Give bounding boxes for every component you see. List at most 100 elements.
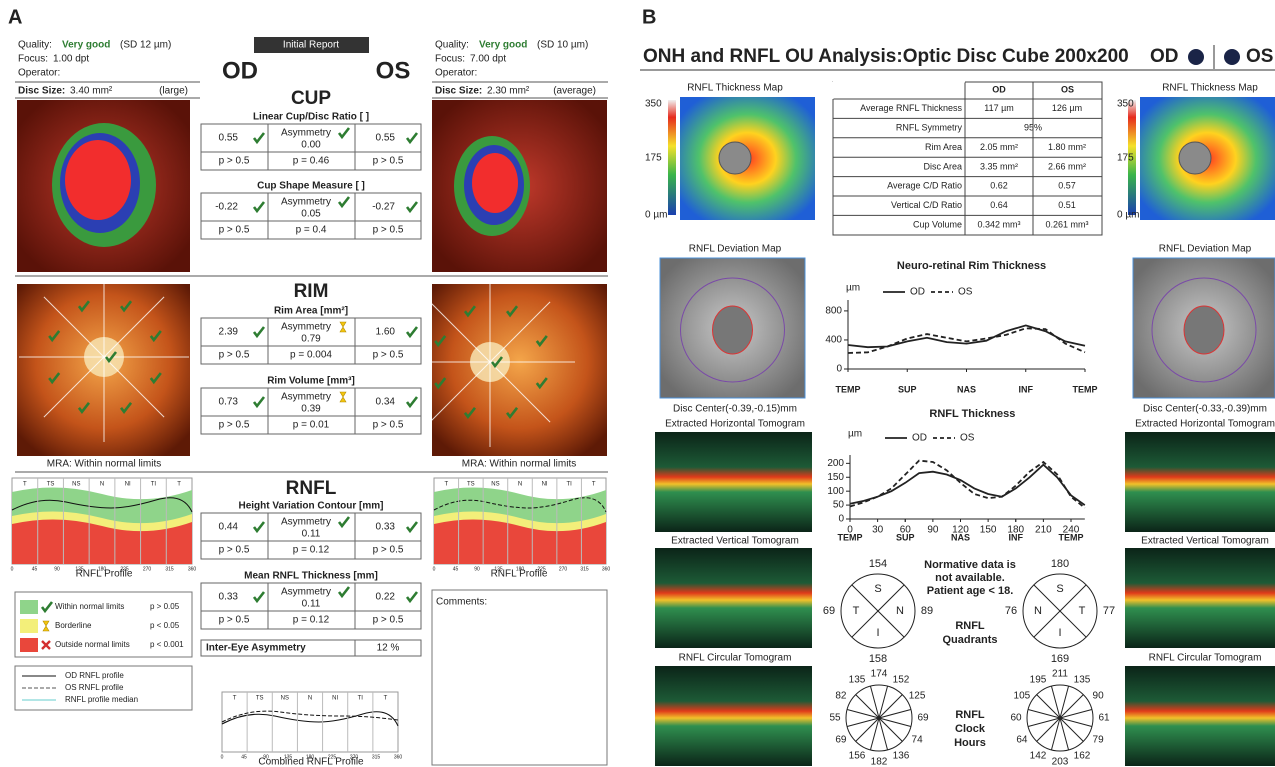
check-icon bbox=[405, 521, 419, 534]
check-icon bbox=[252, 326, 266, 339]
x-tick-label: 315 bbox=[165, 566, 174, 572]
profile-curve bbox=[221, 710, 399, 723]
label: Quality: bbox=[435, 40, 469, 51]
p-value: p = 0.004 bbox=[290, 350, 332, 361]
value: 0.39 bbox=[301, 404, 321, 415]
sector-label: T bbox=[233, 696, 237, 702]
cup-overlay bbox=[472, 153, 518, 213]
clock-value: 105 bbox=[1014, 691, 1031, 702]
report-title: ONH and RNFL OU Analysis:Optic Disc Cube… bbox=[643, 46, 1129, 67]
axis-label: µm bbox=[846, 283, 860, 294]
value: 0.55 bbox=[376, 133, 396, 144]
x-tick-label: 240 bbox=[1063, 525, 1080, 536]
check-icon bbox=[40, 601, 54, 614]
sector-label: TI bbox=[566, 482, 572, 488]
section-title: RIM bbox=[294, 281, 329, 302]
y-tick-label: 150 bbox=[827, 472, 844, 483]
label: Comments: bbox=[436, 597, 487, 608]
value: 0.11 bbox=[302, 529, 321, 540]
clock-value: 125 bbox=[909, 691, 926, 702]
label: Quadrants bbox=[942, 634, 997, 646]
label: RNFL Symmetry bbox=[896, 122, 963, 132]
check-icon bbox=[252, 521, 266, 534]
legend-swatch bbox=[20, 619, 38, 633]
x-tick-label: TEMP bbox=[837, 532, 862, 542]
check-icon bbox=[149, 330, 162, 343]
x-tick-label: 180 bbox=[1007, 525, 1024, 536]
label: OD bbox=[992, 84, 1006, 94]
check-icon bbox=[463, 305, 476, 318]
measure-title: Rim Area [mm²] bbox=[274, 306, 348, 317]
quadrant-value: 169 bbox=[1051, 653, 1069, 665]
label: 0.51 bbox=[1058, 200, 1076, 210]
clock-value: 64 bbox=[1016, 735, 1028, 746]
sector-label: NS bbox=[72, 482, 80, 488]
p-value: p > 0.5 bbox=[219, 420, 250, 431]
label: Operator: bbox=[18, 68, 60, 79]
measure-title: Mean RNFL Thickness [mm] bbox=[244, 571, 378, 582]
clock-value: 195 bbox=[1030, 675, 1047, 686]
p-value: p > 0.5 bbox=[373, 156, 404, 167]
p-value: p > 0.5 bbox=[373, 350, 404, 361]
x-tick-label: INF bbox=[1009, 532, 1024, 542]
borderline-icon bbox=[42, 620, 50, 632]
label: (SD 12 µm) bbox=[120, 40, 171, 51]
value: -0.22 bbox=[215, 202, 238, 213]
eye-dot bbox=[1224, 49, 1240, 65]
check-icon bbox=[405, 132, 419, 145]
p-value: p > 0.5 bbox=[219, 545, 250, 556]
label: 0.62 bbox=[990, 181, 1008, 191]
label: Combined RNFL Profile bbox=[258, 757, 364, 767]
legend-label: OS bbox=[960, 433, 975, 444]
cell bbox=[200, 639, 422, 657]
x-tick-label: 180 bbox=[516, 566, 525, 572]
label: Extracted Vertical Tomogram bbox=[671, 536, 799, 547]
label: Vertical C/D Ratio bbox=[891, 200, 962, 210]
y-tick-label: 0 bbox=[838, 514, 844, 525]
p-value: p = 0.12 bbox=[293, 545, 330, 556]
measure-title: Linear Cup/Disc Ratio [ ] bbox=[253, 112, 369, 123]
series-line bbox=[847, 327, 1086, 354]
x-tick-label: TEMP bbox=[1058, 532, 1083, 542]
label: OS bbox=[1061, 84, 1074, 94]
tomogram bbox=[1125, 432, 1275, 532]
y-tick-label: 200 bbox=[827, 458, 844, 469]
value: 2.39 bbox=[219, 327, 239, 338]
borderline-icon bbox=[339, 391, 347, 403]
scale-label: 175 bbox=[645, 153, 662, 164]
x-tick-label: 0 bbox=[11, 566, 14, 572]
clock-value: 69 bbox=[835, 735, 847, 746]
x-tick-label: 30 bbox=[872, 525, 884, 536]
panel-label: B bbox=[642, 6, 656, 28]
check-icon bbox=[490, 356, 504, 369]
label: RNFL profile median bbox=[65, 695, 138, 704]
clock-value: 55 bbox=[829, 713, 841, 724]
quadrant-label: I bbox=[876, 627, 879, 639]
check-icon bbox=[252, 132, 266, 145]
quadrant-value: 89 bbox=[921, 605, 933, 617]
label: Borderline bbox=[55, 621, 92, 630]
label: (SD 10 µm) bbox=[537, 40, 588, 51]
check-icon bbox=[252, 201, 266, 214]
label: RNFL Deviation Map bbox=[1159, 244, 1252, 255]
asymmetry-label: Asymmetry bbox=[281, 322, 331, 333]
label: RNFL bbox=[955, 620, 985, 632]
x-tick-label: 225 bbox=[328, 754, 337, 760]
sector-label: T bbox=[384, 696, 388, 702]
label: Focus: bbox=[435, 54, 465, 65]
label: 2.66 mm² bbox=[1048, 161, 1086, 171]
y-tick-label: 800 bbox=[825, 306, 842, 317]
label: 0.342 mm³ bbox=[977, 219, 1020, 229]
outside-band bbox=[12, 519, 192, 564]
cell bbox=[354, 415, 422, 435]
y-tick-label: 0 bbox=[836, 364, 842, 375]
check-icon bbox=[48, 330, 61, 343]
tomogram bbox=[1125, 666, 1275, 766]
label: OS RNFL profile bbox=[65, 683, 124, 692]
x-tick-label: 150 bbox=[980, 525, 997, 536]
rule bbox=[1033, 584, 1087, 638]
axis-label: µm bbox=[848, 429, 862, 440]
cup-overlay bbox=[65, 140, 131, 220]
table bbox=[832, 81, 1103, 236]
label: Focus: bbox=[18, 54, 48, 65]
